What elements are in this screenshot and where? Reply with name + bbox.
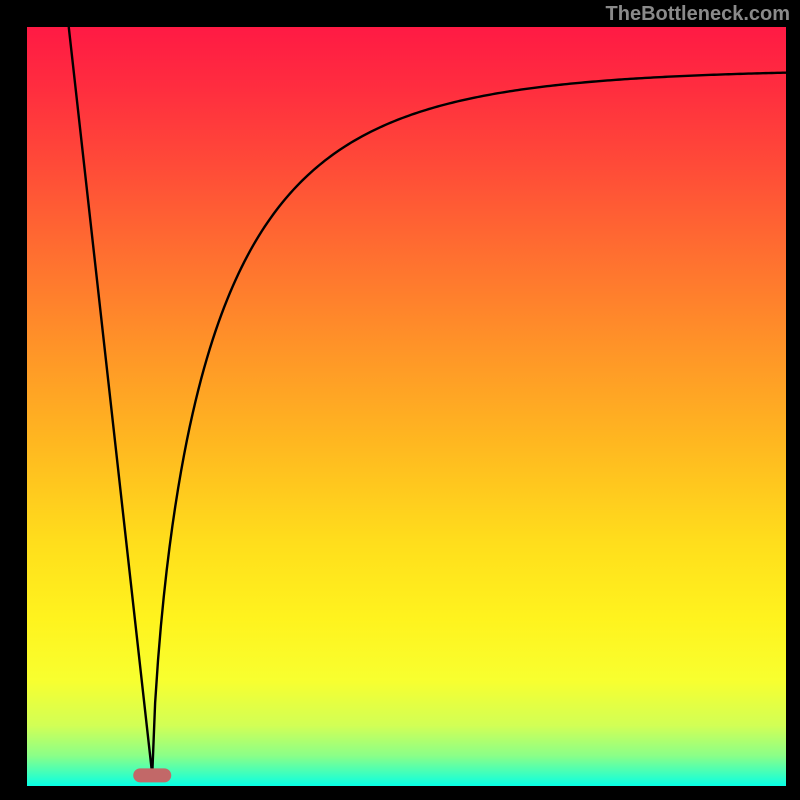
chart-container: TheBottleneck.com (0, 0, 800, 800)
bottleneck-chart (0, 0, 800, 800)
watermark: TheBottleneck.com (606, 3, 790, 26)
min-marker-pill (133, 768, 171, 782)
